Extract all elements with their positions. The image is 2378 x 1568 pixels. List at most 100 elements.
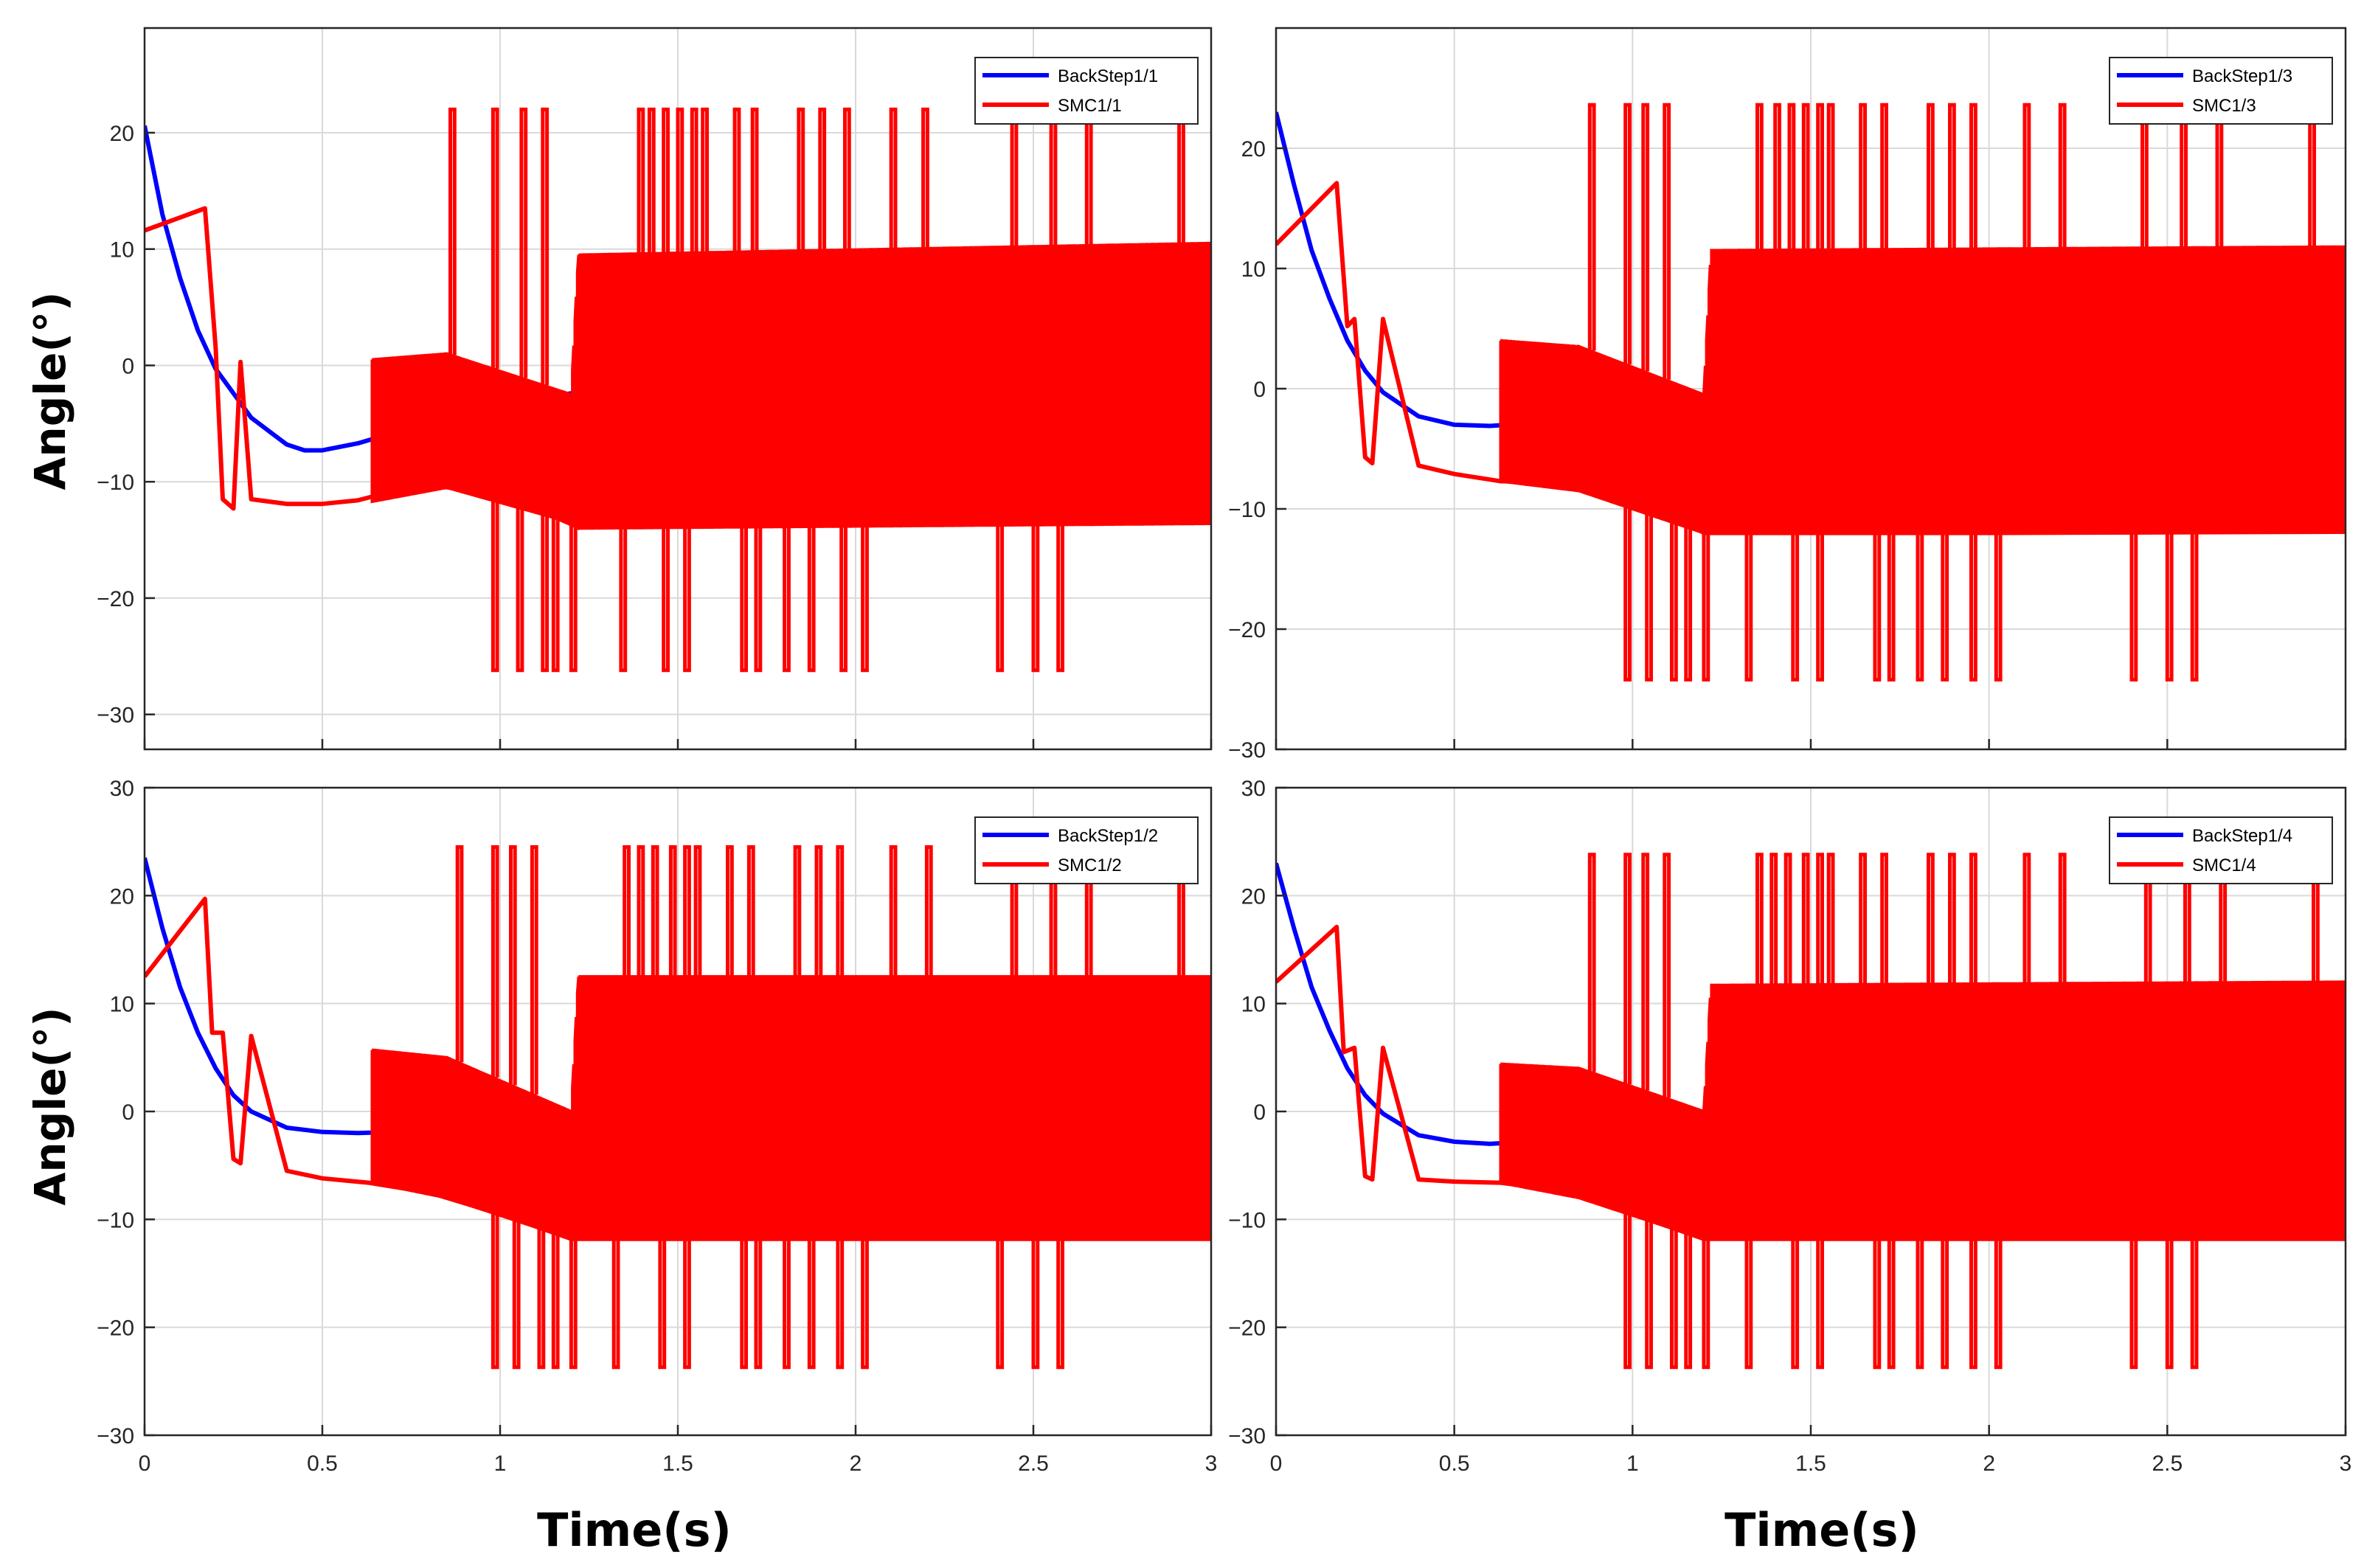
x-tick-label: 3 (1205, 1451, 1218, 1476)
smc-spike-high (1587, 853, 1596, 1072)
chart-panel-top-left: −30 −20 −10 0 10 20 BackStep1/1 SMC1/1 (97, 27, 1213, 751)
smc-spike-low (1744, 533, 1753, 681)
smc-spike-low (1031, 524, 1040, 673)
smc-spike-low (1645, 1220, 1653, 1370)
smc-spike-high (1801, 853, 1810, 985)
x-tick-label: 1 (494, 1451, 507, 1476)
x-tick-label: 0 (139, 1451, 151, 1476)
smc-spike-high (637, 107, 645, 254)
smc-spike-high (889, 845, 898, 977)
x-tick-label: 1.5 (1795, 1451, 1826, 1476)
x-tick-label: 1.5 (662, 1451, 693, 1476)
smc-spike-low (1702, 1238, 1710, 1370)
smc-spike-low (1791, 1238, 1800, 1370)
smc-spike-low (537, 1228, 546, 1370)
y-tick-label: 20 (110, 884, 134, 909)
smc-spike-low (1916, 1238, 1924, 1370)
smc-series-line (1276, 924, 2346, 1241)
smc-spike-high (541, 107, 550, 386)
y-tick-label: 0 (1253, 378, 1266, 402)
smc-spike-high (490, 107, 499, 370)
smc-spike-high (490, 845, 499, 1078)
smc-spike-high (530, 845, 538, 1095)
smc-spike-high (814, 845, 823, 977)
y-tick-label: −20 (1228, 1317, 1266, 1341)
smc-spike-low (1887, 1238, 1896, 1370)
smc-spike-low (996, 1238, 1005, 1370)
smc-spike-low (1994, 532, 2003, 681)
smc-spike-high (2058, 103, 2067, 249)
smc-spike-high (1948, 103, 1956, 249)
y-tick-label: 10 (110, 993, 134, 1017)
smc-spike-low (807, 527, 816, 673)
smc-spike-high (1663, 853, 1671, 1098)
smc-spike-high (1969, 853, 1977, 984)
y-tick-label: 20 (1241, 137, 1266, 162)
smc-spike-low (1623, 1213, 1632, 1370)
smc-spike-low (551, 517, 560, 673)
smc-chatter-band (370, 241, 1211, 531)
smc-spike-high (1859, 853, 1867, 985)
x-axis-label-left: Time(s) (537, 1503, 732, 1557)
legend-entry: SMC1/1 (1058, 96, 1122, 116)
smc-spike-low (754, 527, 763, 673)
smc-spike-high (1927, 103, 1935, 249)
smc-spike-high (1663, 103, 1671, 380)
plot-area (1276, 103, 2346, 681)
smc-spike-low (658, 1238, 667, 1370)
x-tick-label: 2.5 (2152, 1451, 2183, 1476)
smc-spike-high (750, 107, 759, 252)
smc-spike-low (996, 525, 1005, 673)
plot-area (1276, 853, 2346, 1370)
smc-spike-high (1880, 853, 1888, 985)
y-tick-label: 20 (110, 122, 134, 146)
smc-spike-high (1816, 853, 1824, 985)
smc-spike-high (2022, 103, 2031, 249)
smc-spike-high (1927, 853, 1935, 985)
smc-spike-high (793, 845, 802, 977)
legend-entry: SMC1/3 (2192, 96, 2256, 116)
x-tick-label: 2 (850, 1451, 862, 1476)
smc-spike-high (448, 107, 457, 355)
smc-spike-high (690, 107, 699, 253)
smc-spike-low (807, 1238, 816, 1370)
smc-spike-high (924, 845, 933, 977)
x-tick-label: 0.5 (1439, 1451, 1470, 1476)
smc-spike-high (455, 845, 464, 1063)
y-tick-label: −10 (97, 1208, 134, 1232)
smc-spike-high (668, 845, 677, 977)
smc-spike-low (1684, 1232, 1693, 1370)
smc-spike-high (1948, 853, 1956, 985)
smc-spike-low (683, 527, 691, 673)
smc-spike-low (1941, 533, 1949, 681)
smc-spike-low (861, 526, 869, 673)
smc-spike-low (1031, 1238, 1040, 1370)
legend: BackStep1/2 SMC1/2 (974, 816, 1199, 884)
smc-spike-high (1623, 853, 1632, 1085)
smc-spike-high (889, 107, 898, 249)
smc-spike-low (2165, 532, 2174, 681)
legend-entry: BackStep1/3 (2192, 66, 2292, 86)
smc-spike-high (1641, 853, 1650, 1091)
smc-spike-high (843, 107, 851, 250)
smc-spike-low (1623, 506, 1632, 681)
smc-spike-low (1816, 1238, 1824, 1370)
y-tick-label: −30 (97, 1424, 134, 1449)
smc-spike-low (2129, 1238, 2138, 1370)
smc-spike-high (1623, 103, 1632, 365)
legend: BackStep1/1 SMC1/1 (974, 57, 1199, 125)
smc-spike-high (1587, 103, 1596, 351)
smc-spike-low (839, 526, 847, 673)
smc-spike-low (2190, 532, 2199, 681)
y-tick-label: −10 (97, 471, 134, 495)
y-tick-label: 10 (110, 238, 134, 263)
x-tick-label: 1 (1626, 1451, 1639, 1476)
y-tick-label: −10 (1228, 1208, 1266, 1232)
y-tick-label: −10 (1228, 498, 1266, 522)
smc-spike-high (637, 845, 645, 977)
smc-spike-low (836, 1238, 845, 1370)
smc-spike-high (1880, 103, 1888, 250)
smc-spike-low (611, 1238, 620, 1370)
x-tick-label: 0 (1270, 1451, 1283, 1476)
